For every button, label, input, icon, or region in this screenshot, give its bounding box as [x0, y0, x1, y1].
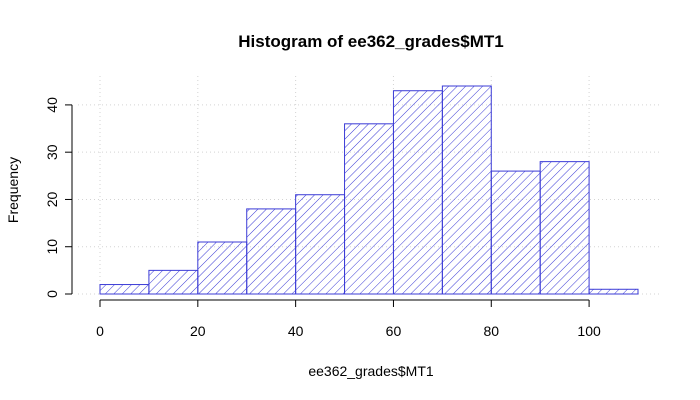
x-axis-label: ee362_grades$MT1	[308, 363, 434, 379]
histogram-bar-0	[99, 284, 150, 295]
x-tick-label-5: 100	[577, 323, 601, 339]
y-axis-label: Frequency	[5, 157, 21, 223]
y-tick-label-3: 30	[44, 144, 60, 160]
y-tick-label-4: 40	[44, 97, 60, 113]
histogram-bar-3	[246, 208, 297, 295]
x-tick-label-2: 40	[288, 323, 304, 339]
y-tick-label-2: 20	[44, 191, 60, 207]
histogram-bar-5	[344, 123, 394, 295]
histogram-bar-6	[392, 90, 443, 295]
bars-layer	[99, 85, 639, 295]
x-tick-label-0: 0	[96, 323, 104, 339]
histogram-bar-2	[197, 241, 248, 295]
x-tick-label-1: 20	[190, 323, 206, 339]
axes-layer: 0 20 40 60 80 100 0 10 20 30 40	[44, 97, 601, 339]
histogram-bar-7	[441, 85, 492, 295]
histogram-bar-1	[148, 269, 199, 295]
y-tick-label-1: 10	[44, 239, 60, 255]
histogram-bar-10	[588, 288, 639, 295]
chart-title: Histogram of ee362_grades$MT1	[238, 32, 504, 51]
y-tick-label-0: 0	[44, 290, 60, 298]
histogram-bar-8	[490, 170, 541, 295]
histogram-bar-4	[295, 194, 346, 295]
histogram-bar-9	[539, 161, 590, 295]
x-tick-label-4: 80	[483, 323, 499, 339]
x-tick-label-3: 60	[386, 323, 402, 339]
